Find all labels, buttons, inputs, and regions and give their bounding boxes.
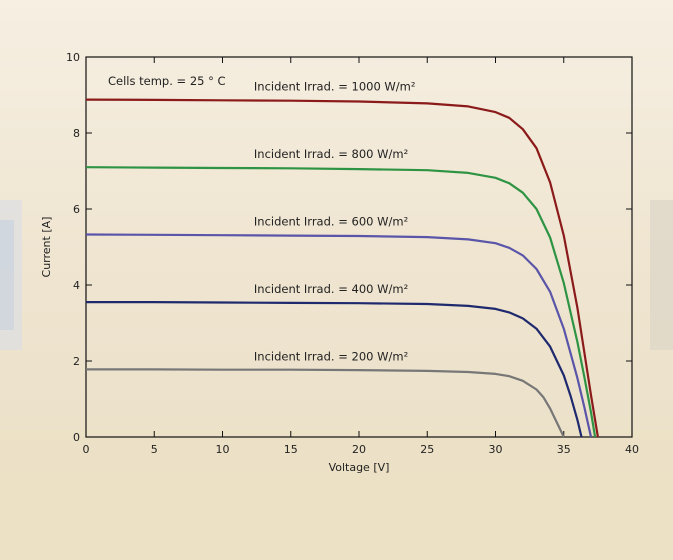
plot-frame <box>85 56 633 438</box>
y-tick-label: 10 <box>66 51 80 64</box>
series-label: Incident Irrad. = 200 W/m² <box>254 349 408 363</box>
x-tick-label: 25 <box>420 443 434 456</box>
series-line <box>85 233 593 438</box>
cells-temp-annotation: Cells temp. = 25 ° C <box>108 74 226 88</box>
series-line <box>85 98 599 438</box>
x-tick-label: 15 <box>284 443 298 456</box>
y-tick-label: 4 <box>73 279 80 292</box>
y-tick-label: 2 <box>73 355 80 368</box>
y-axis-label: Current [A] <box>40 217 53 278</box>
plot-border <box>85 56 633 438</box>
x-axis-label: Voltage [V] <box>329 461 390 474</box>
series-line <box>86 301 583 438</box>
y-tick-label: 6 <box>73 203 80 216</box>
series-line <box>85 166 597 438</box>
axis-ticks: 0 5 10 15 20 25 30 35 40 0 2 4 6 8 10 <box>66 51 639 456</box>
series-lines <box>85 98 599 438</box>
series-label: Incident Irrad. = 400 W/m² <box>254 282 408 296</box>
x-tick-label: 20 <box>352 443 366 456</box>
x-tick-label: 0 <box>83 443 90 456</box>
x-tick-label: 35 <box>557 443 571 456</box>
y-tick-label: 0 <box>73 431 80 444</box>
series-label: Incident Irrad. = 800 W/m² <box>254 147 408 161</box>
x-tick-label: 10 <box>216 443 230 456</box>
series-line <box>86 368 565 438</box>
x-tick-label: 30 <box>489 443 503 456</box>
series-label: Incident Irrad. = 1000 W/m² <box>254 80 416 94</box>
series-labels: Incident Irrad. = 1000 W/m² Incident Irra… <box>254 80 416 364</box>
y-tick-label: 8 <box>73 127 80 140</box>
series-label: Incident Irrad. = 600 W/m² <box>254 214 408 228</box>
x-tick-label: 5 <box>151 443 158 456</box>
x-tick-label: 40 <box>625 443 639 456</box>
